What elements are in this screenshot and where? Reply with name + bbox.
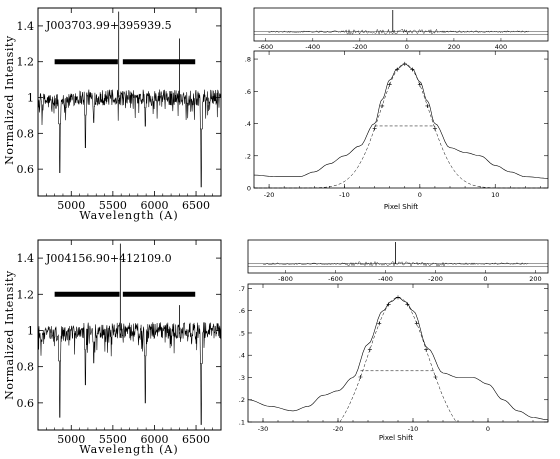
inset-x-tick-label: -600 [328, 275, 343, 283]
fit-point-marker [433, 375, 438, 380]
x-tick-label: 6000 [140, 199, 168, 212]
inset-x-tick-label: -800 [278, 275, 293, 283]
inset-x-tick-label: -200 [352, 43, 367, 51]
spectrum-title: J004156.90+412109.0 [45, 252, 172, 265]
fit-point-marker [380, 103, 385, 108]
y-tick-label: .6 [245, 88, 251, 96]
x-tick-label: 0 [486, 425, 490, 433]
inset-x-tick-label: 0 [405, 43, 409, 51]
x-tick-label: 0 [418, 191, 422, 199]
y-tick-label: 0.8 [17, 361, 35, 374]
x-tick-label: -20 [333, 425, 344, 433]
x-tick-label: -30 [258, 425, 269, 433]
spectrum-line [37, 89, 222, 188]
y-tick-label: .2 [239, 396, 245, 404]
gaussian-fit-curve [254, 63, 548, 189]
correlation-curve [247, 297, 549, 421]
spectrum-y-label: Normalized Intensity [3, 35, 16, 165]
inset-x-tick-label: -400 [305, 43, 320, 51]
y-tick-label: 0.8 [17, 127, 35, 140]
spectrum-x-label: Wavelength (A) [79, 443, 178, 456]
fit-point-marker [358, 375, 363, 380]
cc-x-label: Pixel Shift [379, 434, 414, 442]
spectrum-title: J003703.99+395939.5 [45, 19, 172, 32]
spectrum-panel-2: J004156.90+412109.0 Wavelength (A) Norma… [3, 239, 222, 456]
y-tick-label: .8 [245, 56, 251, 64]
fit-point-marker [414, 321, 419, 326]
y-tick-label: 1.4 [17, 20, 35, 33]
fit-point-marker [410, 67, 415, 72]
y-tick-label: .6 [239, 307, 245, 315]
fit-point-marker [405, 302, 410, 307]
fit-point-marker [432, 126, 437, 131]
inset-x-tick-label: -200 [428, 275, 443, 283]
y-tick-label: 1.2 [17, 288, 35, 301]
spectrum-y-label: Normalized Intensity [3, 270, 16, 400]
inset-x-tick-label: 200 [529, 275, 541, 283]
x-tick-label: 5500 [99, 199, 127, 212]
fit-point-marker [396, 295, 400, 300]
x-tick-label: -10 [408, 425, 419, 433]
x-tick-label: -20 [264, 191, 275, 199]
y-tick-label: 1.2 [17, 56, 35, 69]
x-tick-label: 6500 [182, 199, 210, 212]
cross-correlation-panel-1: Pixel Shift -20 -10 0 10 0 .2 .4 .6 .8 -600 -400 -2… [245, 7, 549, 211]
x-tick-label: 6000 [140, 433, 168, 446]
correlation-curve [253, 63, 549, 179]
cross-correlation-panel-2: Pixel Shift -30 -20 -10 0 .1 .2 .3 .4 .5 .6 .7 -800… [239, 239, 549, 442]
y-tick-label: 1 [27, 92, 34, 105]
inset-frame [247, 239, 549, 274]
fit-point-marker [424, 347, 429, 352]
inset-x-tick-label: -600 [258, 43, 273, 51]
x-tick-label: 5000 [57, 199, 85, 212]
inset-correlation-line [268, 28, 529, 35]
x-tick-label: 5500 [99, 433, 127, 446]
fit-point-marker [425, 103, 430, 108]
x-tick-label: -10 [339, 191, 350, 199]
cc-x-label: Pixel Shift [384, 203, 419, 211]
fit-point-marker [395, 67, 400, 72]
inset-x-tick-label: -400 [378, 275, 393, 283]
fit-point-marker [367, 347, 372, 352]
cc-frame [253, 50, 549, 189]
inset-x-tick-label: 0 [483, 275, 487, 283]
fit-point-marker [402, 61, 407, 66]
y-tick-label: .4 [245, 120, 251, 128]
gaussian-fit-curve [339, 297, 457, 422]
y-tick-label: 0.6 [17, 397, 35, 410]
y-tick-label: .2 [245, 152, 251, 160]
y-tick-label: 1 [27, 324, 34, 337]
inset-x-tick-label: 400 [495, 43, 507, 51]
x-tick-label: 6500 [182, 433, 210, 446]
y-tick-label: .5 [239, 329, 245, 337]
fit-point-marker [377, 321, 382, 326]
y-tick-label: .4 [239, 352, 245, 360]
x-tick-label: 10 [491, 191, 499, 199]
inset-x-tick-label: 200 [448, 43, 460, 51]
y-tick-label: 0 [247, 185, 251, 193]
y-tick-label: .7 [239, 285, 245, 293]
y-tick-label: 0.6 [17, 163, 35, 176]
spectrum-panel-1: J003703.99+395939.5 Wavelength (A) Norma… [3, 7, 222, 222]
fit-point-marker [387, 82, 392, 87]
cc-frame [247, 283, 549, 423]
spectrum-x-label: Wavelength (A) [79, 209, 178, 222]
y-tick-label: .1 [239, 419, 245, 427]
y-tick-label: .3 [239, 374, 245, 382]
y-tick-label: 1.4 [17, 252, 35, 265]
inset-frame [253, 7, 549, 42]
fit-point-marker [386, 302, 391, 307]
fit-point-marker [372, 126, 377, 131]
spectrum-line [37, 322, 222, 425]
x-tick-label: 5000 [57, 433, 85, 446]
fit-point-marker [417, 82, 422, 87]
